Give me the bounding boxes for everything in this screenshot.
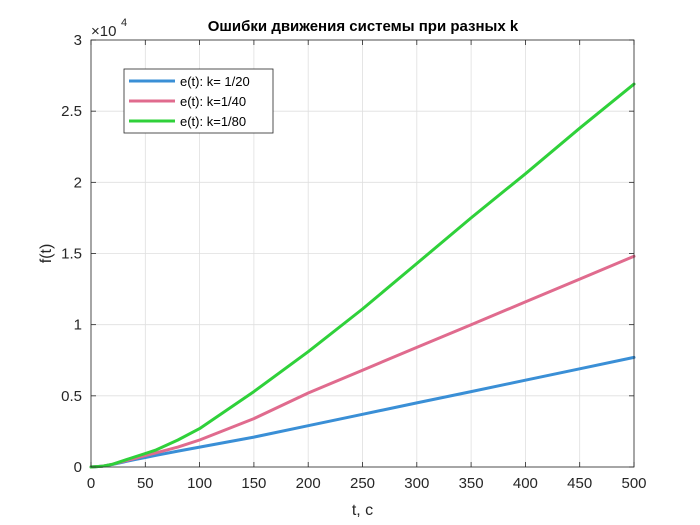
legend-entry-label: e(t): k=1/80 <box>180 114 246 129</box>
y-tick-label: 0 <box>74 459 82 476</box>
y-axis-label: f(t) <box>38 244 55 264</box>
series-lines <box>89 82 636 469</box>
y-tick-label: 2 <box>74 174 82 191</box>
legend: e(t): k= 1/20 e(t): k=1/40 e(t): k=1/80 <box>123 68 274 134</box>
y-multiplier-base: ×10 <box>91 23 116 40</box>
y-tick-label: 0.5 <box>61 388 82 405</box>
y-ticks: 0 0.5 1 1.5 2 2.5 3 <box>61 32 634 476</box>
x-tick-label: 200 <box>296 475 321 492</box>
x-tick-label: 50 <box>137 475 154 492</box>
x-tick-label: 300 <box>404 475 429 492</box>
x-tick-label: 0 <box>87 475 95 492</box>
y-tick-label: 1 <box>74 317 82 334</box>
x-tick-label: 250 <box>350 475 375 492</box>
series-line-3 <box>89 82 636 469</box>
x-tick-label: 150 <box>241 475 266 492</box>
x-tick-label: 450 <box>567 475 592 492</box>
y-tick-label: 2.5 <box>61 103 82 120</box>
y-tick-label: 1.5 <box>61 246 82 263</box>
chart-title: Ошибки движения системы при разных k <box>208 18 519 35</box>
y-tick-label: 3 <box>74 32 82 49</box>
y-multiplier-exponent: 4 <box>121 17 127 29</box>
x-axis-label: t, c <box>352 502 373 519</box>
x-tick-label: 500 <box>621 475 646 492</box>
x-tick-label: 400 <box>513 475 538 492</box>
x-ticks: 0 50 100 150 200 250 300 350 400 450 500 <box>87 40 647 492</box>
legend-entry-label: e(t): k= 1/20 <box>180 74 250 89</box>
x-tick-label: 100 <box>187 475 212 492</box>
x-tick-label: 350 <box>459 475 484 492</box>
legend-entry-label: e(t): k=1/40 <box>180 94 246 109</box>
y-axis-multiplier: ×10 4 <box>91 17 127 40</box>
